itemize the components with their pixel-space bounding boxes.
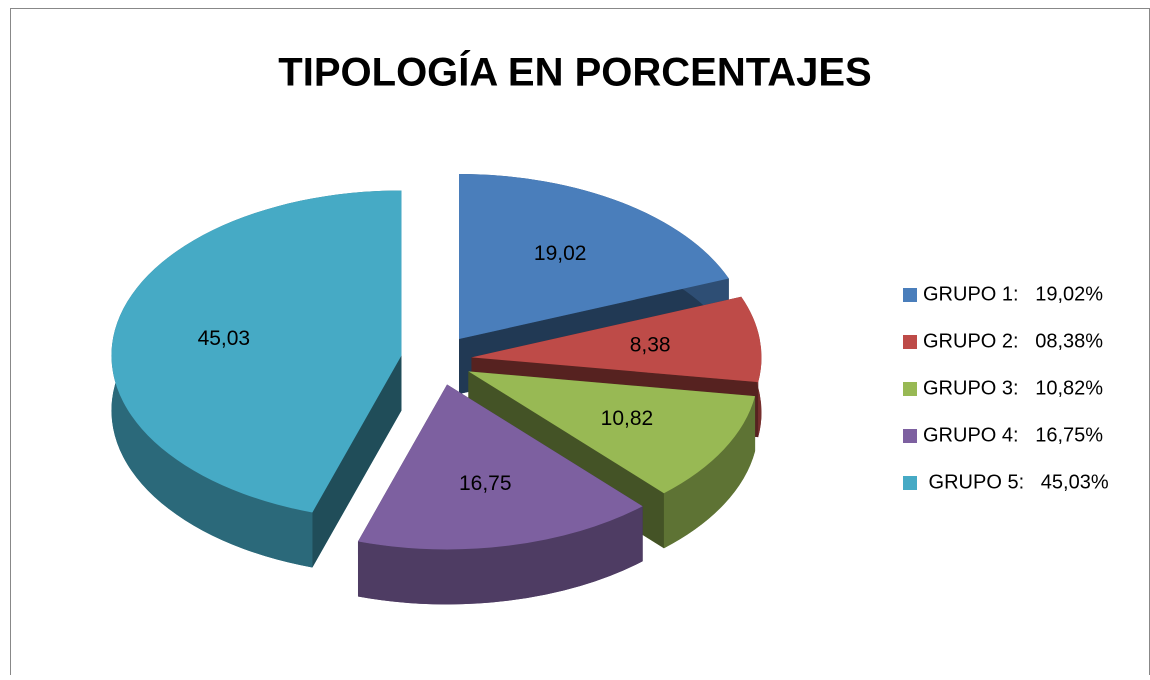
data-label: 19,02: [534, 242, 587, 265]
legend-label: GRUPO 1: 19,02%: [923, 283, 1103, 305]
legend-swatch: [903, 335, 917, 349]
slice: [357, 384, 643, 550]
slice: [111, 190, 402, 513]
legend-swatch: [903, 288, 917, 302]
legend-swatch: [903, 382, 917, 396]
slice-side: [357, 506, 643, 605]
data-label: 10,82: [601, 407, 654, 430]
slice-side: [663, 396, 756, 549]
slice: [111, 190, 402, 568]
legend-label: GRUPO 3: 10,82%: [923, 377, 1103, 399]
slice: [468, 371, 756, 494]
legend-swatch: [903, 429, 917, 443]
legend-label: GRUPO 5: 45,03%: [923, 471, 1109, 493]
data-label: 8,38: [630, 333, 671, 356]
legend-swatch: [903, 476, 917, 490]
data-label: 16,75: [459, 472, 512, 495]
legend-label: GRUPO 4: 16,75%: [923, 424, 1103, 446]
chart-title: TIPOLOGÍA EN PORCENTAJES: [278, 50, 871, 95]
slice-wall: [312, 355, 402, 568]
legend-label: GRUPO 2: 08,38%: [923, 330, 1103, 352]
slice: [459, 174, 729, 340]
data-label: 45,03: [198, 327, 251, 350]
slice: [471, 296, 762, 383]
slice: [357, 384, 643, 605]
